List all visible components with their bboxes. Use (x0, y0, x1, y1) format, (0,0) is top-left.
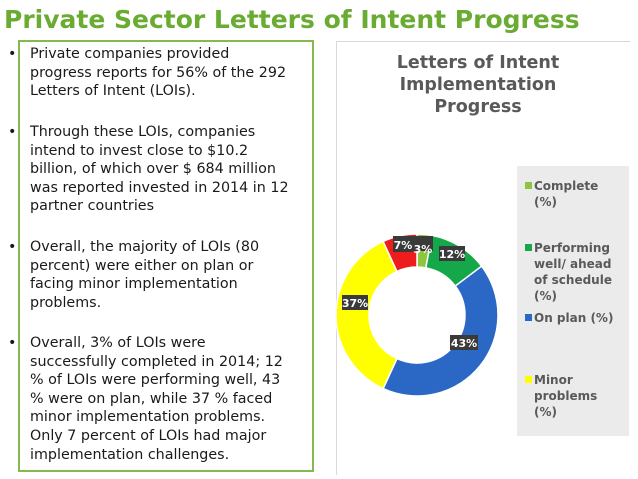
chart-title-line: Progress (434, 97, 522, 117)
legend-label: On plan (%) (534, 310, 628, 326)
bullet-text: Overall, 3% of LOIs were successfully co… (30, 335, 283, 463)
legend-label-line: On plan (%) (534, 311, 614, 325)
legend-label: Complete (%) (534, 178, 628, 210)
legend-swatch (525, 182, 532, 189)
bullet-box (18, 40, 314, 472)
bullet-item-investment: • Through these LOIs, companies intend to… (8, 123, 290, 216)
bullet-marker: • (8, 335, 17, 351)
legend-label-line: (%) (534, 405, 557, 419)
legend-label-line: Complete (534, 179, 599, 193)
legend-swatch (525, 314, 532, 321)
legend-label-line: well/ ahead (534, 257, 612, 271)
bullet-item-breakdown: • Overall, 3% of LOIs were successfully c… (8, 334, 290, 464)
legend-label-line: Minor (534, 373, 573, 387)
legend-panel (517, 166, 629, 436)
bullet-marker: • (8, 239, 17, 255)
slide-title: Private Sector Letters of Intent Progres… (4, 5, 580, 34)
legend-label-line: of schedule (534, 273, 612, 287)
legend-label-line: Performing (534, 241, 610, 255)
bullet-text: Through these LOIs, companies intend to … (30, 124, 289, 215)
bullet-marker: • (8, 124, 17, 140)
bullet-item-progress-reports: • Private companies provided progress rep… (8, 45, 290, 101)
bullet-marker: • (8, 46, 17, 62)
bullet-text: Private companies provided progress repo… (30, 46, 287, 100)
legend-label: Minor problems (%) (534, 372, 628, 420)
legend-swatch (525, 376, 532, 383)
chart-title-line: Letters of Intent (396, 53, 560, 73)
legend-label-line: (%) (534, 195, 557, 209)
chart-title: Letters of Intent Implementation Progres… (378, 52, 578, 118)
legend-swatch (525, 244, 532, 251)
bullet-item-majority: • Overall, the majority of LOIs (80 perce… (8, 238, 290, 312)
chart-title-line: Implementation (399, 75, 557, 95)
legend-label-line: problems (534, 389, 598, 403)
legend-label: Performing well/ ahead of schedule (%) (534, 240, 628, 304)
legend-label-line: (%) (534, 289, 557, 303)
bullet-text: Overall, the majority of LOIs (80 percen… (30, 239, 260, 311)
